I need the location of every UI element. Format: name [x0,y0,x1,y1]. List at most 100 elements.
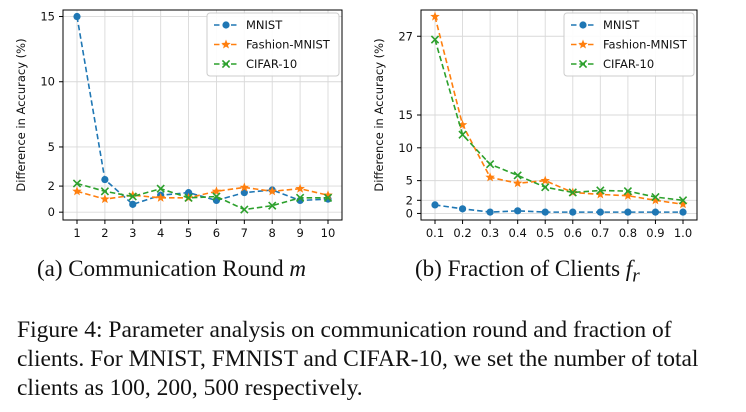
data-point [541,183,550,192]
plot-frame [62,9,343,221]
data-point [430,35,440,44]
data-point [128,192,137,201]
data-point [323,190,333,200]
y-tick-label: 0 [48,205,55,219]
data-point [651,192,660,202]
data-point [156,184,165,193]
data-point [184,193,193,202]
legend-label: Fashion-MNIST [603,38,688,52]
data-point [72,179,82,188]
data-point [678,199,688,209]
data-point [155,192,166,202]
x-tick-label: 0.7 [591,226,609,240]
x-tick-label: 0.2 [453,226,471,240]
legend-marker [222,21,230,29]
x-tick-label: 1 [73,226,80,240]
y-tick-label: 2 [406,193,413,207]
figure-caption: Figure 4: Parameter analysis on communic… [17,317,699,401]
data-point [624,208,632,216]
data-point [240,205,249,214]
x-tick-label: 10 [321,226,336,240]
legend-marker [221,39,231,49]
data-point [485,172,495,182]
x-tick-label: 6 [213,226,220,240]
data-point [431,201,439,209]
series-line-mnist [434,204,683,213]
x-tick-label: 0.3 [481,226,499,240]
data-point [486,208,494,216]
x-tick-label: 2 [101,226,108,240]
x-tick-label: 0.9 [646,226,664,240]
subcaption-a: (a) Communication Round m [37,256,306,282]
data-point [430,11,440,21]
data-point [211,186,222,196]
data-point [128,190,138,200]
series-line-fashion-mnist [434,16,684,206]
y-tick-label: 27 [398,29,413,43]
data-point [323,193,333,202]
data-point [596,186,605,195]
legend-box [563,12,695,77]
y-tick-label: 0 [406,206,413,220]
subcaption-b-subscript: r [632,265,640,287]
legend-box [206,12,340,77]
legend-label: CIFAR-10 [246,57,297,71]
x-tick-label: 5 [185,226,192,240]
data-point [240,189,248,197]
legend-label: MNIST [246,18,283,32]
legend-marker [578,39,588,49]
x-tick-label: 4 [157,226,164,240]
subcaption-a-variable: m [289,256,306,281]
data-point [540,175,550,185]
y-tick-label: 2 [48,179,55,193]
legend-label: MNIST [603,18,640,32]
data-point [73,12,81,21]
data-point [596,208,604,216]
x-tick-label: 1.0 [674,226,692,240]
data-point [512,178,523,188]
data-point [239,182,250,192]
subcaption-b-variable: f [625,256,633,281]
data-point [101,175,109,184]
data-point [212,192,221,201]
data-point [541,208,549,216]
data-point [623,186,633,196]
x-tick-label: 9 [296,226,303,240]
legend-label: CIFAR-10 [603,57,654,71]
data-point [623,190,633,200]
data-point [267,186,277,196]
x-tick-label: 8 [269,226,276,240]
data-point [184,189,193,197]
y-tick-label: 10 [40,75,55,89]
x-tick-label: 0.8 [619,226,637,240]
data-point [268,201,277,210]
y-tick-label: 15 [40,10,55,24]
y-tick-label: 10 [398,141,413,155]
data-point [72,186,82,196]
data-point [458,205,467,213]
series-line-cifar-10 [76,182,328,211]
data-point [458,130,467,139]
data-point [678,196,688,205]
subcaption-a-text: (a) Communication Round [37,256,290,281]
chart-panel-1: 1 2 3 4 5 6 7 8 9 10 0 2 5 10 15 Difference in Accuracy… [14,9,343,240]
y-tick-label: 5 [48,140,55,154]
y-axis-label: Difference in Accuracy (%) [14,38,28,191]
x-tick-label: 7 [241,226,248,240]
legend: MNIST Fashion-MNIST CIFAR-10 [563,12,695,77]
x-tick-label: 0.4 [509,226,527,240]
subcaption-b-text: (b) Fraction of Clients [415,256,626,281]
data-point [650,195,661,205]
chart-panel-2: 0.1 0.2 0.3 0.4 0.5 0.6 0.7 0.8 0.9 1.0 02 5 10 15 27 D… [372,9,698,240]
data-point [100,187,110,196]
legend-marker [578,59,588,69]
x-tick-label: 0.6 [564,226,582,240]
series-line-fashion-mnist [76,186,329,200]
data-point [295,183,305,193]
legend-label: Fashion-MNIST [246,38,331,52]
y-axis-label: Difference in Accuracy (%) [372,38,386,191]
x-tick-label: 0.1 [426,226,444,240]
data-point [100,194,110,204]
data-point [295,193,305,202]
